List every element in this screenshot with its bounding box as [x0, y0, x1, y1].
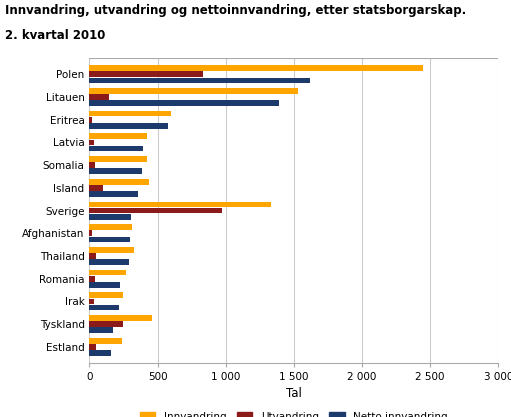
Bar — [89, 224, 132, 230]
Bar — [89, 191, 138, 197]
Bar — [89, 231, 92, 236]
Bar — [89, 94, 108, 100]
Bar — [89, 322, 124, 327]
Bar — [89, 253, 96, 259]
Bar — [89, 162, 95, 168]
Bar — [89, 100, 279, 106]
Bar — [89, 117, 92, 123]
Bar — [89, 168, 142, 174]
X-axis label: Tal: Tal — [286, 387, 302, 400]
Bar — [89, 236, 130, 242]
Bar — [89, 140, 94, 145]
Bar — [89, 179, 149, 185]
Bar — [89, 247, 134, 253]
Bar — [89, 270, 126, 276]
Bar — [89, 71, 202, 77]
Bar — [89, 292, 123, 298]
Bar — [89, 65, 423, 71]
Bar — [89, 259, 129, 265]
Bar — [89, 133, 147, 139]
Bar — [89, 327, 112, 333]
Bar — [89, 78, 310, 83]
Bar — [89, 315, 152, 321]
Bar — [89, 201, 271, 207]
Bar — [89, 123, 168, 129]
Bar — [89, 146, 143, 151]
Bar — [89, 276, 95, 281]
Text: Innvandring, utvandring og nettoinnvandring, etter statsborgarskap.: Innvandring, utvandring og nettoinnvandr… — [5, 4, 467, 17]
Bar — [89, 111, 171, 116]
Bar — [89, 305, 119, 310]
Bar — [89, 88, 298, 94]
Bar — [89, 282, 120, 288]
Bar — [89, 208, 222, 214]
Legend: Innvandring, Utvandring, Netto innvandring: Innvandring, Utvandring, Netto innvandri… — [136, 407, 452, 417]
Bar — [89, 299, 94, 304]
Bar — [89, 214, 131, 220]
Bar — [89, 344, 96, 350]
Bar — [89, 350, 111, 356]
Bar — [89, 185, 103, 191]
Bar — [89, 156, 147, 162]
Bar — [89, 338, 122, 344]
Text: 2. kvartal 2010: 2. kvartal 2010 — [5, 29, 105, 42]
